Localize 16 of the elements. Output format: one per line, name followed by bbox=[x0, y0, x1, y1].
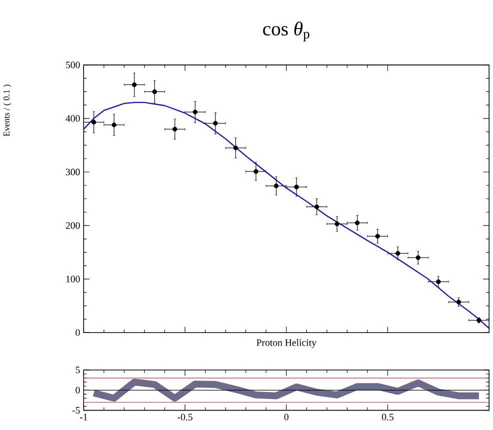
y-tick-label: 300 bbox=[66, 168, 80, 176]
y-tick-label: 500 bbox=[66, 62, 80, 68]
x-tick-label: 0.5 bbox=[382, 414, 394, 420]
y-tick-label: 0 bbox=[76, 329, 80, 336]
y-tick-label: -5 bbox=[72, 407, 80, 414]
x-tick-label: -0.5 bbox=[178, 414, 192, 420]
y-tick-label: 400 bbox=[66, 115, 80, 122]
y-tick-label: 200 bbox=[66, 222, 80, 229]
chart-title: cos θ$_{p}$ bbox=[263, 22, 310, 42]
y-tick-label: 0 bbox=[76, 386, 80, 394]
y-tick-label: 5 bbox=[76, 366, 80, 374]
x-tick-label: 0 bbox=[284, 414, 288, 420]
x-tick-label: -1 bbox=[80, 414, 88, 420]
y-axis-title: Events / ( 0.1 ) bbox=[3, 84, 12, 136]
y-tick-label: 100 bbox=[66, 276, 80, 282]
x-axis-title: Proton Helicity bbox=[256, 338, 316, 348]
